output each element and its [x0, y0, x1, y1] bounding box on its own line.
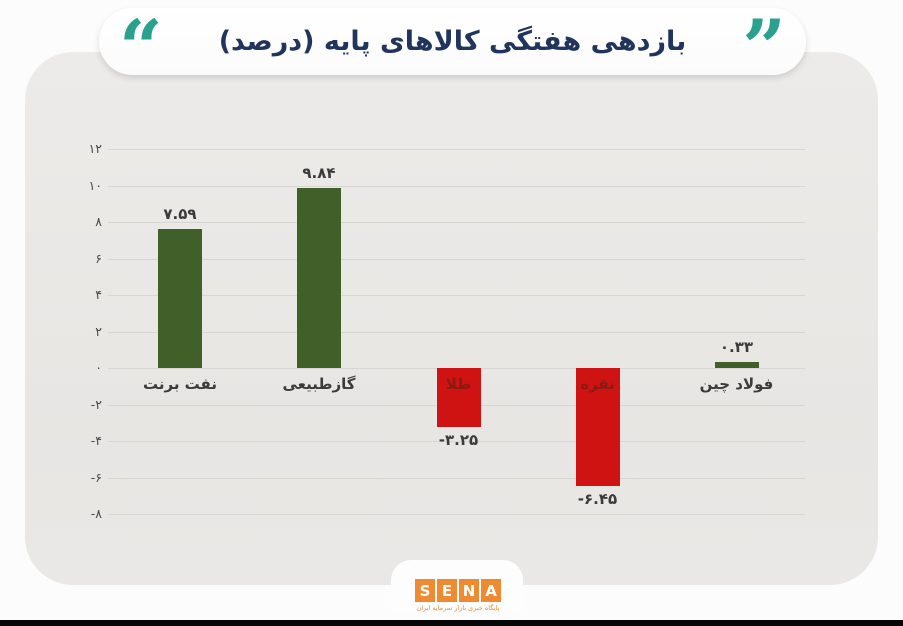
bar-value-label: ۷.۵۹ [163, 205, 197, 224]
logo-letter-a: A [481, 579, 501, 602]
gridline [108, 477, 805, 479]
bar-2 [436, 368, 481, 428]
bar-value-label: -۳.۲۵ [438, 431, 479, 450]
open-quote-icon: “ [119, 3, 163, 92]
bar-value-label: ۰.۳۳ [719, 337, 754, 356]
y-axis-tick-label: ۴ [95, 287, 102, 302]
chart-title: بازدهی هفتگی کالاهای پایه (درصد) [218, 26, 687, 57]
y-axis-tick-label: ۲ [95, 323, 102, 339]
bar-category-label: طلا [445, 375, 472, 393]
bar-category-label: نفت برنت [142, 375, 217, 393]
sena-logo: S E N A پایگاه خبری بازار سرمایه ایران [407, 579, 509, 612]
y-axis-tick-label: ۱۰ [88, 177, 102, 193]
gridline [108, 185, 805, 187]
gridline [108, 331, 805, 333]
footer-notch [391, 560, 523, 610]
bar-0 [158, 229, 202, 368]
sena-logo-letters: S E N A [415, 579, 501, 602]
bar-category-label: نقره [580, 375, 615, 393]
gridline [108, 149, 805, 150]
bar-category-label: فولاد چین [699, 375, 774, 393]
y-axis-tick-label: -۴ [90, 433, 102, 448]
gridline [108, 222, 805, 223]
bar-value-label: -۶.۴۵ [577, 489, 618, 508]
gridline [108, 295, 805, 296]
bar-1 [297, 188, 341, 368]
logo-letter-n: N [459, 579, 479, 602]
y-axis-tick-label: ۱۲ [88, 141, 102, 156]
logo-letter-e: E [437, 579, 457, 602]
header-banner: “ بازدهی هفتگی کالاهای پایه (درصد) ” [99, 8, 806, 86]
y-axis-tick-label: ۸ [95, 214, 102, 229]
logo-subtitle: پایگاه خبری بازار سرمایه ایران [416, 604, 500, 612]
gridline [108, 514, 805, 515]
bar-category-label: گازطبیعی [282, 375, 356, 393]
y-axis-tick-label: ۰ [95, 360, 102, 375]
bar-4 [714, 361, 759, 368]
bottom-black-bar [0, 620, 903, 626]
y-axis-tick-label: -۲ [90, 396, 102, 412]
y-axis-tick-label: -۸ [90, 506, 102, 521]
chart-card [25, 52, 878, 585]
gridline [108, 441, 805, 442]
bar-3 [575, 368, 620, 486]
y-axis-tick-label: -۶ [90, 469, 102, 485]
gridline [108, 258, 805, 260]
close-quote-icon: ” [742, 3, 786, 92]
y-axis-tick-label: ۶ [95, 250, 102, 266]
logo-letter-s: S [415, 579, 435, 602]
bar-value-label: ۹.۸۴ [302, 164, 336, 183]
